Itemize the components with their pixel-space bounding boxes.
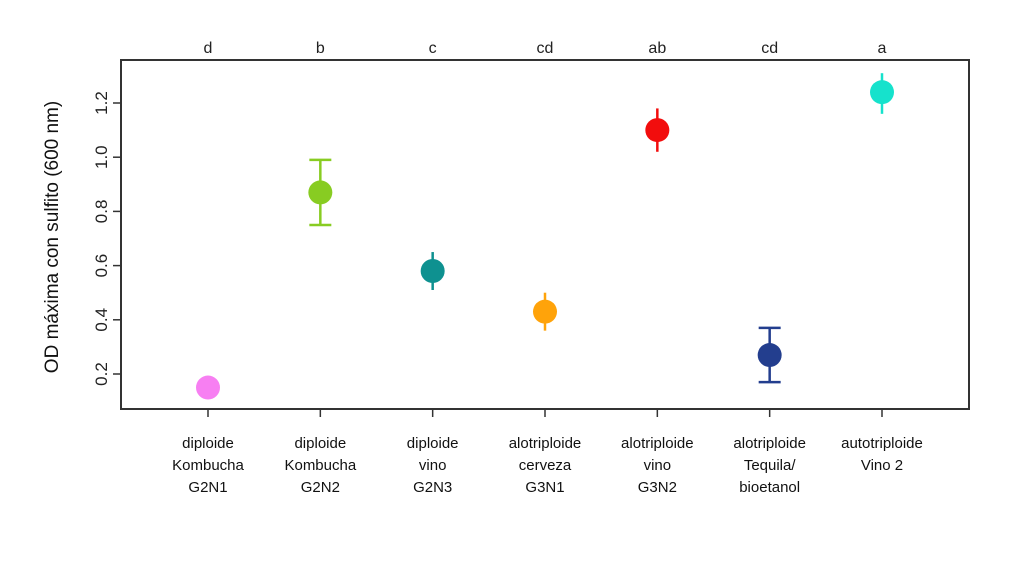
x-tick-label: G2N1	[188, 479, 227, 496]
data-point	[757, 343, 782, 368]
y-tick-label: 1.0	[92, 145, 111, 169]
x-tick-label: G3N1	[525, 479, 564, 496]
x-tick-label: Tequila/	[744, 457, 797, 474]
data-point	[645, 118, 670, 143]
y-tick-label: 0.8	[92, 200, 111, 224]
y-axis-label: OD máxima con sulfito (600 nm)	[42, 101, 63, 373]
x-tick-label: bioetanol	[739, 479, 800, 496]
significance-letter: a	[878, 40, 887, 57]
data-point	[308, 180, 333, 205]
x-tick-label: Kombucha	[284, 457, 356, 474]
significance-letter: d	[204, 40, 213, 57]
x-tick-label: G3N2	[638, 479, 677, 496]
x-tick-label: diploide	[182, 435, 234, 452]
data-point	[420, 259, 445, 284]
data-point	[870, 80, 894, 105]
x-tick-label: autotriploide	[841, 435, 923, 452]
y-tick-label: 0.6	[92, 254, 111, 278]
significance-letter: cd	[761, 40, 778, 57]
data-point	[196, 375, 220, 400]
x-tick-label: Vino 2	[861, 457, 903, 474]
x-tick-label: alotriploide	[509, 435, 582, 452]
x-tick-label: vino	[644, 457, 672, 474]
x-tick-label: diploide	[407, 435, 459, 452]
plot-frame	[120, 59, 970, 410]
significance-letter: cd	[537, 40, 554, 57]
significance-letter: b	[316, 40, 325, 57]
data-point	[533, 299, 557, 324]
x-tick-label: alotriploide	[733, 435, 806, 452]
x-tick-label: cerveza	[519, 457, 572, 474]
x-tick-label: Kombucha	[172, 457, 244, 474]
significance-letter: c	[429, 40, 437, 57]
y-tick-label: 0.2	[92, 362, 111, 386]
x-tick-label: diploide	[294, 435, 346, 452]
x-tick-label: alotriploide	[621, 435, 694, 452]
y-tick-label: 0.4	[92, 308, 111, 332]
x-tick-label: vino	[419, 457, 447, 474]
x-tick-label: G2N2	[301, 479, 340, 496]
x-tick-label: G2N3	[413, 479, 452, 496]
y-tick-label: 1.2	[92, 91, 111, 115]
significance-letter: ab	[648, 40, 666, 57]
